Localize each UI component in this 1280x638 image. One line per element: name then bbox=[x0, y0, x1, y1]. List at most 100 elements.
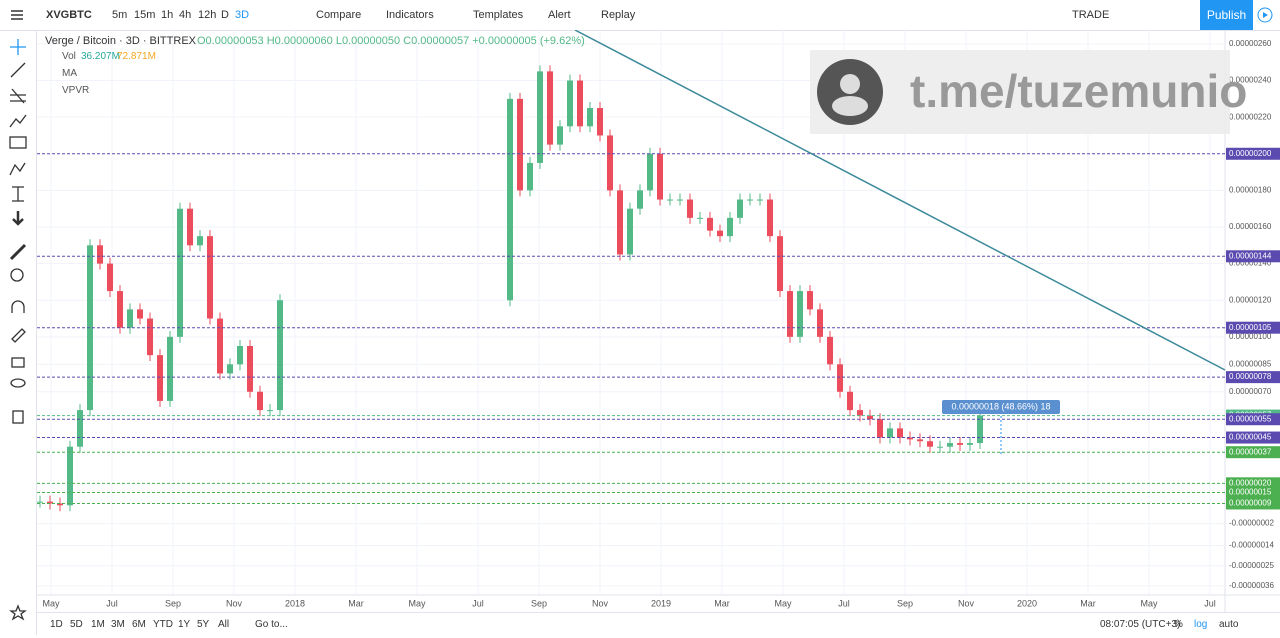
play-icon[interactable] bbox=[1257, 7, 1273, 23]
ruler-tool[interactable] bbox=[9, 243, 27, 261]
candle-body bbox=[617, 190, 623, 255]
bottom-bar: 1D 5D 1M 3M 6M YTD 1Y 5Y All Go to... 08:07:05 (UT… bbox=[37, 612, 1280, 636]
scale-toggle[interactable]: % bbox=[1174, 619, 1183, 630]
eye-tool[interactable] bbox=[10, 378, 26, 388]
magnet-tool[interactable] bbox=[11, 300, 25, 313]
candle-body bbox=[967, 443, 973, 445]
y-tick-label: 0.00000140 bbox=[1229, 259, 1272, 268]
range-button[interactable]: 1M bbox=[91, 619, 105, 630]
candle-body bbox=[907, 437, 913, 440]
time-label: May bbox=[1140, 598, 1158, 608]
lock-draw-tool[interactable] bbox=[11, 328, 26, 343]
pattern-tool[interactable] bbox=[9, 162, 26, 176]
favorites-tool[interactable] bbox=[9, 604, 27, 621]
time-label: 2018 bbox=[285, 598, 305, 608]
candle-body bbox=[187, 208, 193, 246]
scale-toggle[interactable]: auto bbox=[1219, 619, 1239, 630]
candle-body bbox=[947, 443, 953, 447]
zoom-tool[interactable] bbox=[10, 268, 24, 282]
interval[interactable]: 12h bbox=[198, 9, 217, 21]
candle-body bbox=[737, 199, 743, 218]
chart: May Jul Sep Nov 2018 Mar May Jul Sep Nov 2019 Mar Ma… bbox=[37, 30, 1280, 612]
candle-body bbox=[267, 410, 273, 412]
level-label: 0.00000144 bbox=[1229, 251, 1272, 260]
candle-body bbox=[927, 441, 933, 447]
candle-body bbox=[957, 443, 963, 445]
fib-tool[interactable] bbox=[10, 88, 26, 104]
range-button[interactable]: All bbox=[218, 619, 230, 630]
range-button[interactable]: 1Y bbox=[178, 619, 191, 630]
candle-body bbox=[167, 336, 173, 401]
interval[interactable]: 1h bbox=[161, 9, 174, 21]
candle-body bbox=[567, 80, 573, 127]
interval[interactable]: 4h bbox=[179, 9, 192, 21]
toolbar-button[interactable]: Compare bbox=[316, 9, 362, 21]
range-button[interactable]: 6M bbox=[132, 619, 146, 630]
arrow-tool[interactable] bbox=[12, 211, 24, 226]
candle-body bbox=[707, 217, 713, 231]
range-button[interactable]: 5D bbox=[70, 619, 83, 630]
indicator-value: 72.871M bbox=[117, 51, 156, 62]
candle-body bbox=[157, 355, 163, 401]
time-label: Nov bbox=[958, 598, 975, 608]
menu-icon[interactable] bbox=[10, 8, 24, 22]
y-tick-label: 0.00000240 bbox=[1229, 76, 1272, 85]
interval[interactable]: D bbox=[221, 9, 229, 21]
candle-body bbox=[247, 346, 253, 392]
candle-body bbox=[647, 153, 653, 191]
toolbar-button[interactable]: Indicators bbox=[386, 9, 434, 21]
top-toolbar: XVGBTC 5m 15m 1h 4h 12h D 3D Compare Indicators… bbox=[0, 0, 1280, 31]
range-button[interactable]: 3M bbox=[111, 619, 125, 630]
candle-body bbox=[257, 391, 263, 411]
level-label: 0.00000045 bbox=[1229, 433, 1272, 442]
toolbar-button[interactable]: Templates bbox=[473, 9, 524, 21]
brush-tool[interactable] bbox=[9, 114, 27, 128]
symbol[interactable]: XVGBTC bbox=[46, 9, 92, 21]
trash-tool[interactable] bbox=[12, 410, 24, 424]
goto-button[interactable]: Go to... bbox=[255, 619, 288, 630]
candle-body bbox=[697, 217, 703, 219]
candle-body bbox=[937, 446, 943, 448]
level-label: 0.00000055 bbox=[1229, 414, 1272, 423]
candle-body bbox=[777, 236, 783, 292]
trade-button[interactable]: TRADE bbox=[1072, 9, 1110, 21]
level-label: 0.00000009 bbox=[1229, 499, 1272, 508]
range-button[interactable]: 1D bbox=[50, 619, 63, 630]
level-label: 0.00000015 bbox=[1229, 488, 1272, 497]
candle-body bbox=[607, 135, 613, 191]
time-label: Sep bbox=[165, 598, 181, 608]
text-tool[interactable] bbox=[9, 136, 27, 149]
lock-tool[interactable] bbox=[11, 357, 25, 368]
level-label: 0.00000020 bbox=[1229, 478, 1272, 487]
candle-body bbox=[857, 410, 863, 416]
trend-line bbox=[574, 30, 1226, 371]
toolbar-button[interactable]: Replay bbox=[601, 9, 636, 21]
level-label: 0.00000078 bbox=[1229, 372, 1272, 381]
y-tick-label: 0.00000260 bbox=[1229, 39, 1272, 48]
scale-toggle[interactable]: log bbox=[1194, 619, 1208, 630]
y-tick-label: 0.00000180 bbox=[1229, 185, 1272, 194]
level-label-box bbox=[1226, 477, 1280, 490]
y-tick-label: 0.00000120 bbox=[1229, 295, 1272, 304]
trendline-tool[interactable] bbox=[10, 62, 26, 78]
level-label-box bbox=[1226, 250, 1280, 263]
crosshair-tool[interactable] bbox=[10, 39, 26, 55]
range-button[interactable]: 5Y bbox=[197, 619, 210, 630]
time-label: Sep bbox=[897, 598, 913, 608]
time-label: May bbox=[408, 598, 426, 608]
prediction-tool[interactable] bbox=[12, 186, 24, 202]
level-label-box bbox=[1226, 486, 1280, 499]
time-label: May bbox=[774, 598, 792, 608]
candle-body bbox=[887, 428, 893, 438]
range-button[interactable]: YTD bbox=[153, 619, 173, 630]
interval[interactable]: 15m bbox=[134, 9, 156, 21]
interval[interactable]: 5m bbox=[112, 9, 128, 21]
time-label: Sep bbox=[531, 598, 547, 608]
toolbar-button[interactable]: Alert bbox=[548, 9, 571, 21]
indicator-name: VPVR bbox=[62, 85, 90, 96]
y-tick-label: 0.00000220 bbox=[1229, 112, 1272, 121]
time-label: Nov bbox=[592, 598, 609, 608]
interval[interactable]: 3D bbox=[235, 9, 250, 21]
publish-button[interactable]: Publish bbox=[1200, 0, 1253, 30]
y-tick-label: 0.00000085 bbox=[1229, 359, 1272, 368]
